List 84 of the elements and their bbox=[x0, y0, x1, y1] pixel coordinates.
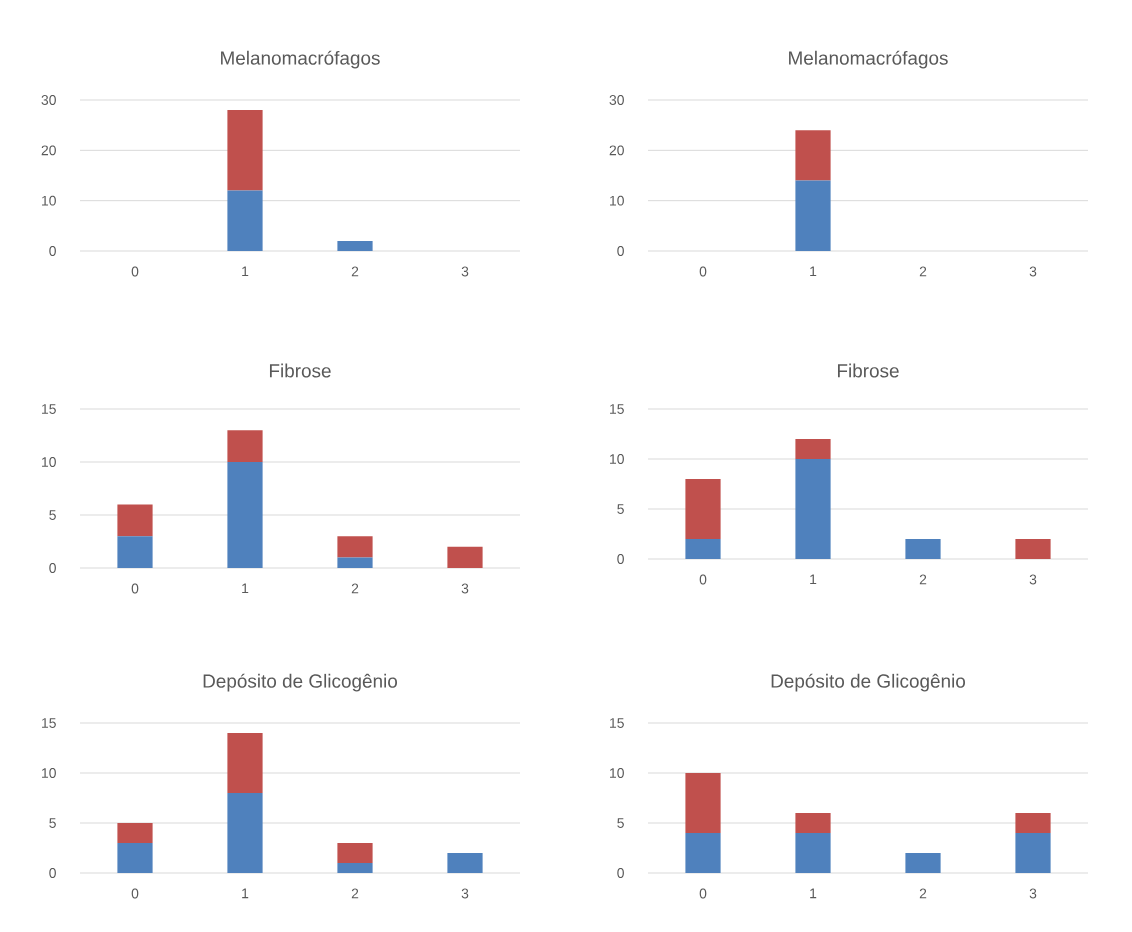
bar bbox=[905, 539, 941, 560]
x-tick-label: 0 bbox=[699, 266, 707, 277]
x-tick-label: 1 bbox=[242, 583, 249, 594]
bar bbox=[1015, 833, 1051, 874]
y-tick-label: 5 bbox=[617, 504, 624, 514]
bar bbox=[1015, 813, 1051, 834]
x-tick-label: 0 bbox=[699, 574, 707, 585]
bar bbox=[685, 833, 721, 874]
y-tick-label: 15 bbox=[42, 404, 56, 414]
bar bbox=[685, 539, 721, 560]
chart-title: Fibrose bbox=[269, 363, 331, 378]
y-tick-label: 10 bbox=[610, 195, 624, 206]
bar bbox=[337, 557, 373, 569]
y-tick-label: 10 bbox=[42, 457, 56, 467]
x-tick-label: 1 bbox=[810, 266, 817, 277]
y-tick-label: 0 bbox=[49, 868, 56, 878]
bar bbox=[227, 793, 263, 874]
bar bbox=[337, 863, 373, 874]
chart-title: Melanomacrófagos bbox=[221, 50, 380, 69]
y-tick-label: 10 bbox=[42, 768, 56, 778]
x-tick-label: 0 bbox=[131, 266, 139, 277]
bar bbox=[117, 504, 153, 537]
x-tick-label: 1 bbox=[242, 888, 249, 899]
x-tick-label: 1 bbox=[810, 574, 817, 585]
bar bbox=[227, 430, 263, 462]
x-tick-label: 3 bbox=[461, 888, 469, 899]
y-tick-label: 20 bbox=[41, 145, 56, 156]
bar bbox=[227, 462, 263, 569]
bar bbox=[795, 813, 831, 834]
x-tick-label: 3 bbox=[1029, 574, 1037, 585]
y-tick-label: 5 bbox=[49, 818, 56, 828]
chart-title: Depósito de Glicogênio bbox=[203, 673, 398, 692]
bar bbox=[227, 190, 263, 251]
x-tick-label: 1 bbox=[810, 888, 817, 899]
x-tick-label: 2 bbox=[919, 266, 927, 277]
bar bbox=[685, 773, 721, 834]
x-tick-label: 0 bbox=[131, 583, 139, 594]
x-tick-label: 0 bbox=[699, 888, 707, 899]
y-tick-label: 15 bbox=[610, 404, 624, 414]
bar bbox=[447, 853, 483, 874]
chart-title: Fibrose bbox=[837, 363, 899, 378]
chart-title: Depósito de Glicogênio bbox=[771, 673, 966, 692]
x-tick-label: 2 bbox=[351, 888, 359, 899]
bar bbox=[227, 733, 263, 794]
x-tick-label: 2 bbox=[351, 266, 359, 277]
y-tick-label: 0 bbox=[617, 554, 624, 564]
x-tick-label: 2 bbox=[919, 888, 927, 899]
bar bbox=[337, 240, 373, 251]
y-tick-label: 15 bbox=[42, 718, 56, 728]
bar bbox=[795, 459, 831, 560]
bar bbox=[795, 439, 831, 460]
x-tick-label: 2 bbox=[351, 583, 359, 594]
bar bbox=[905, 853, 941, 874]
chart-title: Melanomacrófagos bbox=[789, 50, 948, 69]
x-tick-label: 3 bbox=[1029, 266, 1037, 277]
bar bbox=[685, 479, 721, 540]
bar bbox=[447, 546, 483, 569]
y-tick-label: 10 bbox=[610, 768, 624, 778]
y-tick-label: 30 bbox=[609, 95, 624, 105]
bar bbox=[117, 823, 153, 844]
bar bbox=[1015, 539, 1051, 560]
y-tick-label: 0 bbox=[49, 246, 56, 256]
x-tick-label: 3 bbox=[1029, 888, 1037, 899]
bar bbox=[117, 843, 153, 874]
y-tick-label: 0 bbox=[617, 868, 624, 878]
y-tick-label: 10 bbox=[610, 454, 624, 464]
y-tick-label: 0 bbox=[617, 246, 624, 256]
bar bbox=[795, 833, 831, 874]
y-tick-label: 15 bbox=[610, 718, 624, 728]
y-tick-label: 30 bbox=[41, 95, 56, 105]
x-tick-label: 2 bbox=[919, 574, 927, 585]
bar bbox=[337, 536, 373, 558]
bar bbox=[227, 110, 263, 191]
x-tick-label: 1 bbox=[242, 266, 249, 277]
y-tick-label: 5 bbox=[617, 818, 624, 828]
x-tick-label: 3 bbox=[461, 266, 469, 277]
x-tick-label: 3 bbox=[461, 583, 469, 594]
y-tick-label: 10 bbox=[42, 195, 56, 206]
x-tick-label: 0 bbox=[131, 888, 139, 899]
bar bbox=[337, 843, 373, 864]
y-tick-label: 5 bbox=[49, 510, 56, 520]
bar bbox=[117, 536, 153, 569]
y-tick-label: 20 bbox=[609, 145, 624, 156]
y-tick-label: 0 bbox=[49, 563, 56, 573]
